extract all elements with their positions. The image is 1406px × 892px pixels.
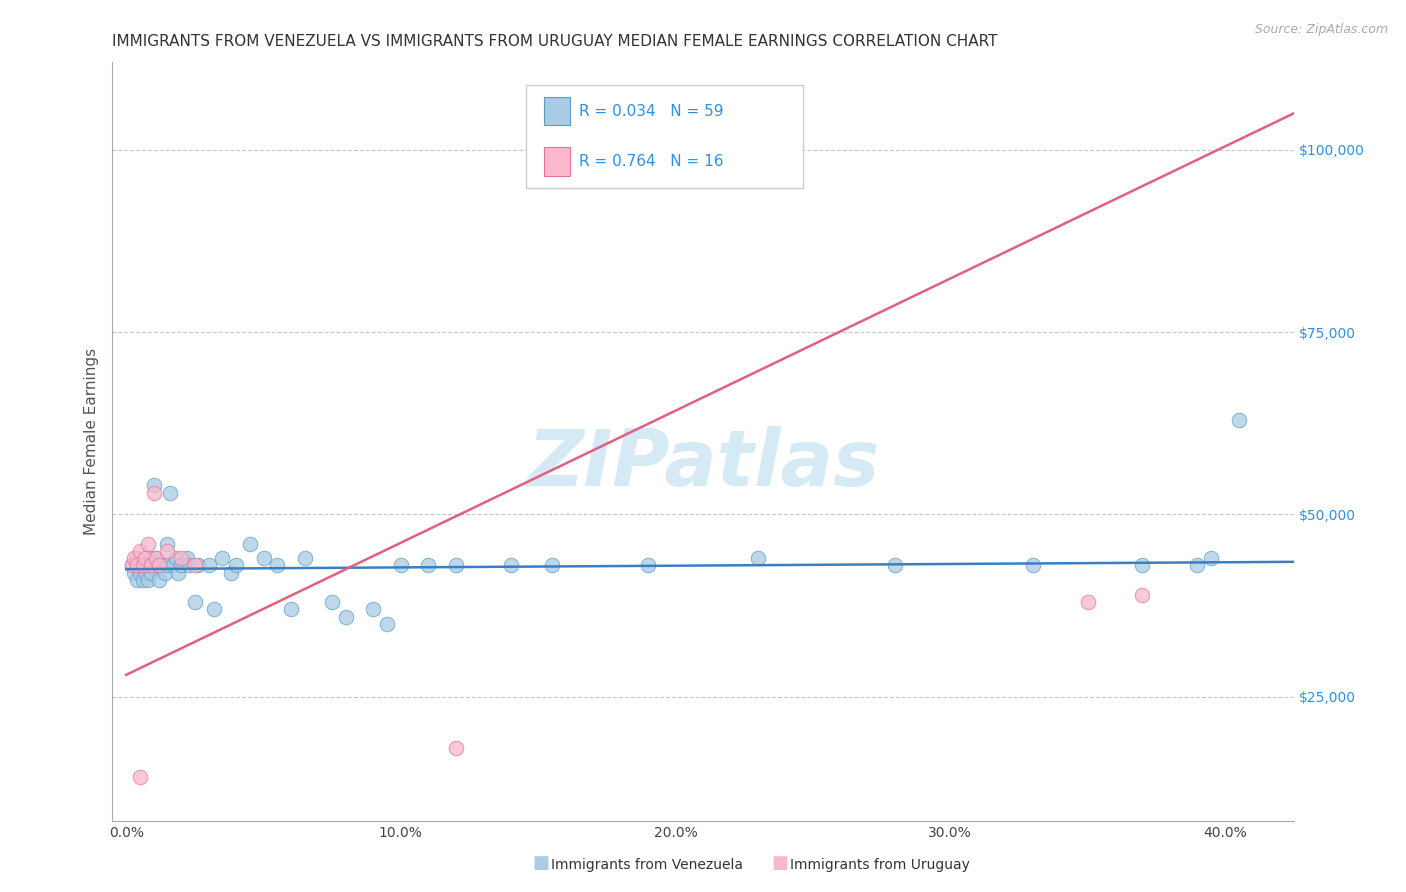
Point [121, 558, 143, 573]
Point [1199, 551, 1222, 566]
Point [1021, 558, 1043, 573]
Point [225, 558, 247, 573]
Text: R = 0.764   N = 16: R = 0.764 N = 16 [579, 153, 724, 169]
Point [375, 616, 398, 631]
Point [142, 485, 165, 500]
Point [134, 551, 156, 566]
Point [389, 558, 412, 573]
Point [184, 558, 207, 573]
Point [124, 566, 146, 580]
Point [134, 566, 156, 580]
Point [139, 558, 162, 573]
Point [156, 558, 179, 573]
Point [444, 740, 467, 755]
Bar [544, 96, 569, 126]
Point [159, 485, 181, 500]
Point [202, 602, 225, 616]
Point [153, 566, 176, 580]
Point [148, 558, 170, 573]
Point [884, 558, 907, 573]
Point [145, 551, 167, 566]
Point [167, 566, 190, 580]
Point [129, 566, 152, 580]
Point [239, 536, 262, 550]
Point [148, 573, 170, 587]
Point [747, 551, 769, 566]
Point [121, 558, 143, 573]
Point [294, 551, 316, 566]
Point [145, 551, 167, 566]
Point [136, 558, 159, 573]
Point [363, 602, 385, 616]
Point [499, 558, 522, 573]
Text: ZIPatlas: ZIPatlas [527, 426, 879, 502]
Point [131, 573, 153, 587]
Point [197, 558, 219, 573]
Point [1076, 595, 1098, 609]
Text: ■: ■ [533, 855, 550, 872]
Point [124, 551, 146, 566]
Point [131, 558, 153, 573]
Point [150, 558, 173, 573]
Point [134, 558, 156, 573]
Y-axis label: Median Female Earnings: Median Female Earnings [83, 348, 98, 535]
Point [280, 602, 302, 616]
Point [139, 551, 162, 566]
Point [444, 558, 467, 573]
Point [187, 558, 209, 573]
Text: Source: ZipAtlas.com: Source: ZipAtlas.com [1254, 23, 1388, 37]
Point [129, 544, 152, 558]
Point [129, 770, 152, 784]
Point [179, 558, 201, 573]
Point [252, 551, 274, 566]
Point [321, 595, 343, 609]
Point [211, 551, 233, 566]
Point [148, 558, 170, 573]
Point [162, 558, 184, 573]
Point [170, 551, 193, 566]
Point [131, 558, 153, 573]
Bar [544, 147, 569, 177]
Point [139, 566, 162, 580]
Point [1132, 588, 1154, 602]
Point [1227, 412, 1250, 426]
Text: Immigrants from Uruguay: Immigrants from Uruguay [790, 858, 970, 872]
Text: Immigrants from Venezuela: Immigrants from Venezuela [551, 858, 744, 872]
Point [127, 573, 149, 587]
Point [127, 551, 149, 566]
Point [335, 609, 357, 624]
Point [541, 558, 564, 573]
Point [136, 573, 159, 587]
Point [156, 544, 179, 558]
Point [1132, 558, 1154, 573]
Point [1187, 558, 1209, 573]
Point [418, 558, 440, 573]
Point [165, 551, 187, 566]
Point [129, 558, 152, 573]
Point [170, 558, 193, 573]
Text: R = 0.034   N = 59: R = 0.034 N = 59 [579, 104, 724, 120]
Point [184, 595, 207, 609]
Point [142, 558, 165, 573]
Point [127, 558, 149, 573]
FancyBboxPatch shape [526, 85, 803, 187]
Point [219, 566, 242, 580]
Point [142, 478, 165, 492]
Point [156, 536, 179, 550]
Point [136, 536, 159, 550]
Point [637, 558, 659, 573]
Text: ■: ■ [772, 855, 789, 872]
Point [266, 558, 288, 573]
Text: IMMIGRANTS FROM VENEZUELA VS IMMIGRANTS FROM URUGUAY MEDIAN FEMALE EARNINGS CORR: IMMIGRANTS FROM VENEZUELA VS IMMIGRANTS … [112, 34, 998, 49]
Point [176, 551, 198, 566]
